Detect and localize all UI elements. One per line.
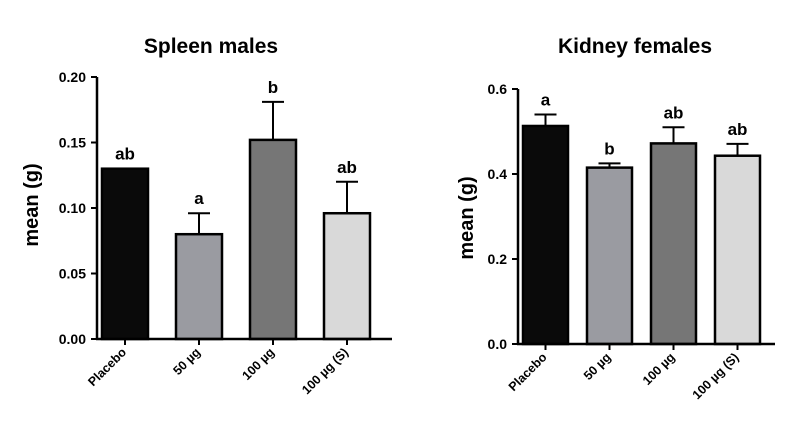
y-tick-label-0: 0.0 — [488, 336, 508, 352]
spleen-males-chart: Spleen males mean (g) ab Placebo a 50 µg b 10… — [21, 35, 392, 397]
y-tick-label-3: 0.15 — [59, 135, 86, 151]
y-tick-label-3: 0.6 — [488, 81, 508, 97]
bar-0 — [100, 167, 150, 341]
x-tick-label-3: 100 µg (S) — [690, 350, 742, 402]
y-tick-label-4: 0.20 — [59, 69, 86, 85]
x-tick-label-3: 100 µg (S) — [299, 345, 351, 397]
bar-2 — [649, 142, 698, 346]
kidney-females-chart: Kidney females mean (g) a Placebo b 50 µg ab… — [456, 35, 775, 402]
x-tick-label-2: 100 µg — [640, 350, 678, 388]
chart-title: Spleen males — [144, 35, 278, 58]
significance-letter-2: b — [268, 78, 278, 97]
x-tick-label-0: Placebo — [506, 350, 550, 394]
bar-3 — [713, 154, 762, 346]
y-tick-label-1: 0.2 — [488, 251, 508, 267]
x-tick-label-1: 50 µg — [170, 345, 203, 378]
significance-letter-0: a — [541, 91, 551, 110]
y-tick-label-2: 0.10 — [59, 200, 86, 216]
bar-0 — [521, 124, 570, 346]
y-tick-label-2: 0.4 — [488, 166, 508, 182]
bar-1 — [585, 166, 634, 346]
bar-2 — [248, 138, 298, 341]
significance-letter-1: b — [604, 139, 614, 158]
bar-1 — [174, 232, 224, 341]
y-tick-label-1: 0.05 — [59, 266, 86, 282]
x-tick-label-1: 50 µg — [581, 350, 614, 383]
significance-letter-0: ab — [115, 145, 135, 164]
significance-letter-2: ab — [664, 103, 684, 122]
bar-3 — [322, 211, 372, 341]
y-axis-label: mean (g) — [21, 163, 43, 246]
significance-letter-3: ab — [728, 120, 748, 139]
chart-title: Kidney females — [558, 35, 712, 58]
significance-letter-3: ab — [337, 158, 357, 177]
y-axis-label: mean (g) — [456, 176, 478, 259]
x-tick-label-2: 100 µg — [240, 345, 278, 383]
y-tick-label-0: 0.00 — [59, 331, 86, 347]
significance-letter-1: a — [194, 189, 204, 208]
x-tick-label-0: Placebo — [85, 345, 129, 389]
